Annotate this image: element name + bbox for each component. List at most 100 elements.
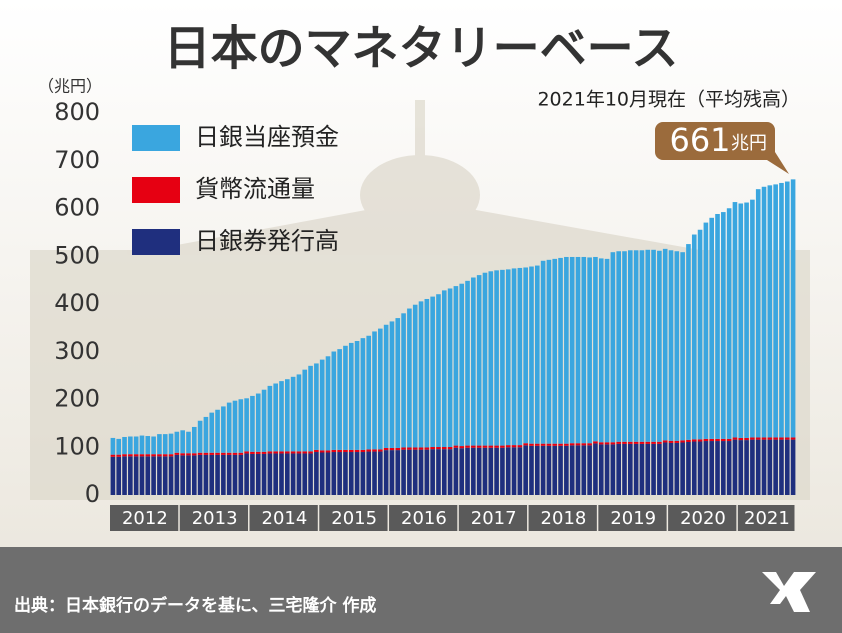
bar-segment <box>616 441 621 444</box>
bar-segment <box>726 208 732 439</box>
x-tick-label: 2017 <box>471 508 517 529</box>
bar-segment <box>721 438 726 442</box>
bar-segment <box>482 272 488 446</box>
bar-segment <box>296 374 302 452</box>
bar-segment <box>453 447 459 495</box>
x-tick-label: 2016 <box>401 508 447 529</box>
bar-segment <box>761 437 767 440</box>
bar-segment <box>598 444 604 495</box>
bar-segment <box>552 445 558 495</box>
bar-segment <box>534 265 540 444</box>
bar-segment <box>162 434 168 455</box>
bar-segment <box>232 454 238 495</box>
bar-segment <box>593 443 598 495</box>
bar-segment <box>779 439 784 495</box>
bar-segment <box>715 213 720 439</box>
bar-segment <box>505 269 511 446</box>
bar-segment <box>476 445 482 448</box>
bar-segment <box>290 451 296 454</box>
bar-segment <box>604 442 610 445</box>
bar-segment <box>494 445 499 448</box>
bar-segment <box>430 449 435 495</box>
bar-segment <box>215 454 220 495</box>
bar-segment <box>226 452 232 455</box>
bar-segment <box>430 296 435 448</box>
bar-segment <box>552 258 558 444</box>
bar-segment <box>325 450 331 453</box>
bar-segment <box>564 445 569 495</box>
bar-segment <box>255 393 261 452</box>
bar-segment <box>703 438 709 442</box>
bar-segment <box>314 449 319 453</box>
bar-segment <box>546 259 552 444</box>
x-label-box <box>179 505 249 531</box>
bar-segment <box>267 451 273 454</box>
bar-segment <box>186 453 191 456</box>
y-tick-label: 300 <box>54 337 100 365</box>
bar-segment <box>784 181 790 438</box>
bar-segment <box>273 383 278 452</box>
bar-segment <box>744 437 749 441</box>
legend-swatch <box>132 229 180 255</box>
bar-segment <box>755 439 761 495</box>
y-tick-label: 800 <box>54 98 100 126</box>
bar-segment <box>238 452 244 455</box>
bar-segment <box>151 436 156 455</box>
bar-segment <box>168 456 174 495</box>
bar-segment <box>773 184 778 438</box>
bar-segment <box>366 449 372 452</box>
bar-segment <box>639 443 645 495</box>
bar-segment <box>738 203 744 438</box>
bar-segment <box>645 443 651 495</box>
bar-segment <box>569 443 575 446</box>
bar-segment <box>197 454 203 495</box>
bar-segment <box>447 288 453 448</box>
bar-segment <box>232 452 238 455</box>
bar-segment <box>633 441 639 444</box>
x-label-box <box>737 505 795 531</box>
bar-segment <box>738 440 744 495</box>
bar-segment <box>209 412 215 453</box>
bar-segment <box>337 452 342 495</box>
bar-segment <box>680 442 685 495</box>
bar-segment <box>378 449 383 452</box>
x-tick-label: 2015 <box>331 508 377 529</box>
bar-segment <box>250 453 255 495</box>
bar-segment <box>360 338 366 450</box>
bar-segment <box>383 450 389 495</box>
bar-segment <box>395 450 401 495</box>
bar-segment <box>255 451 261 454</box>
bar-segment <box>523 445 528 495</box>
bar-segment <box>180 453 185 456</box>
x-label-box <box>249 505 318 531</box>
bar-segment <box>308 451 313 454</box>
bar-segment <box>151 456 156 495</box>
bar-segment <box>261 453 267 495</box>
bar-segment <box>540 445 546 495</box>
bar-segment <box>389 450 395 495</box>
y-tick-label: 400 <box>54 289 100 317</box>
bar-segment <box>203 416 209 453</box>
subtitle: 2021年10月現在（平均残高） <box>537 89 800 111</box>
x-tick-label: 2012 <box>122 508 168 529</box>
bar-segment <box>779 437 784 440</box>
bar-segment <box>471 445 476 448</box>
bar-segment <box>238 399 244 453</box>
bar-segment <box>441 447 447 450</box>
bar-segment <box>616 251 621 442</box>
bar-segment <box>197 452 203 455</box>
bar-segment <box>715 441 720 495</box>
bar-segment <box>703 441 709 495</box>
x-label-box <box>668 505 737 531</box>
bar-segment <box>110 454 116 457</box>
bar-segment <box>110 437 116 455</box>
bar-segment <box>447 449 453 495</box>
bar-segment <box>331 449 337 453</box>
bar-segment <box>285 379 290 452</box>
bar-segment <box>465 445 470 448</box>
bar-segment <box>505 447 511 495</box>
bar-segment <box>581 443 587 446</box>
bar-segment <box>383 324 389 448</box>
bar-segment <box>226 454 232 495</box>
bar-segment <box>657 443 662 495</box>
